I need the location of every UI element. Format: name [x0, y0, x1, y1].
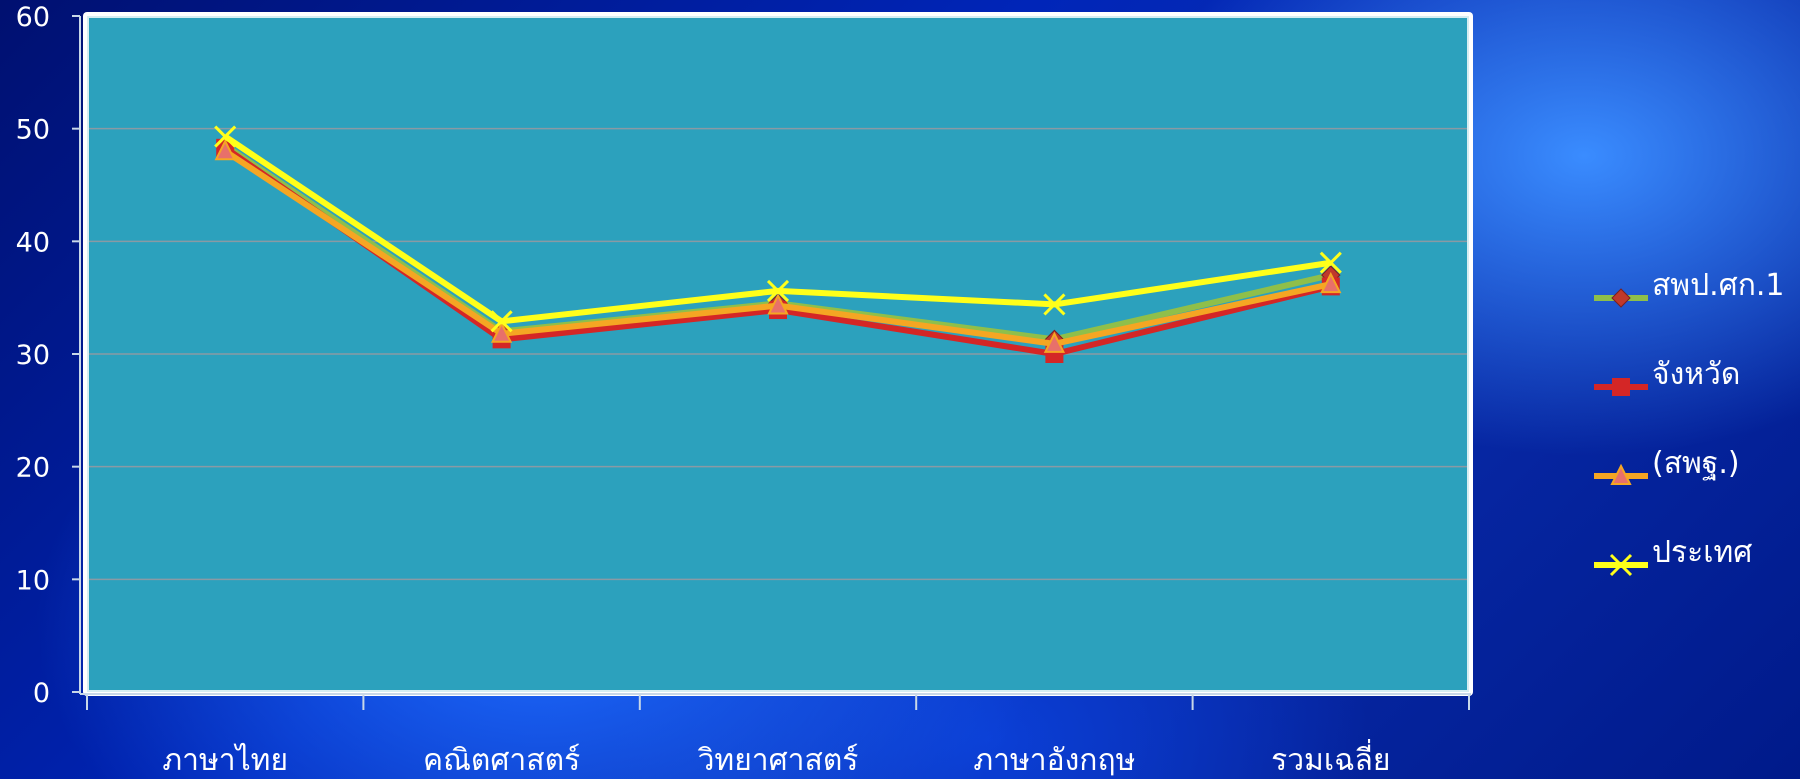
x-category-label: ภาษาไทย — [162, 742, 288, 778]
data-point-3-0-stroke-b — [214, 125, 237, 148]
data-point-2-0 — [214, 138, 236, 161]
data-point-2-1 — [490, 321, 513, 343]
legend-entry-1: จังหวัด — [1594, 357, 1740, 396]
data-point-3-4 — [1319, 251, 1342, 274]
y-tick-label-60: 60 — [16, 2, 50, 33]
x-category-label: คณิตศาสตร์ — [423, 743, 580, 778]
legend-label-0: สพป.ศก.1 — [1652, 268, 1785, 303]
x-category-label: ภาษาอังกฤษ — [973, 743, 1135, 778]
legend-label-3: ประเทศ — [1652, 535, 1752, 570]
legend-label-2: (สพฐ.) — [1652, 446, 1740, 481]
data-point-2-4 — [1320, 271, 1342, 294]
legend-label-1: จังหวัด — [1652, 357, 1740, 392]
x-category-label: วิทยาศาสตร์ — [697, 743, 858, 778]
data-point-3-2 — [766, 279, 790, 302]
legend-marker-2 — [1610, 463, 1632, 485]
y-tick-label-10: 10 — [16, 565, 50, 596]
legend-marker-3-stroke-b — [1609, 553, 1633, 577]
series-3 — [214, 125, 1342, 333]
y-tick-label-40: 40 — [16, 227, 50, 258]
y-tick-label-20: 20 — [16, 453, 50, 484]
y-tick-label-30: 30 — [16, 340, 50, 371]
legend-entry-3: ประเทศ — [1594, 535, 1752, 577]
data-point-3-2-stroke-b — [766, 279, 790, 302]
data-point-3-1 — [490, 310, 513, 333]
series-2 — [214, 138, 1342, 353]
data-point-3-3 — [1043, 293, 1066, 316]
legend-marker-3 — [1609, 553, 1633, 577]
legend-entry-2: (สพฐ.) — [1594, 446, 1740, 485]
y-tick-label-0: 0 — [33, 678, 50, 709]
data-point-2-3 — [1043, 331, 1066, 353]
legend-entry-0: สพป.ศก.1 — [1594, 268, 1785, 308]
data-point-3-1-stroke-b — [490, 310, 513, 333]
data-point-3-0 — [214, 125, 237, 148]
data-point-2-2 — [767, 293, 789, 315]
x-category-label: รวมเฉลี่ย — [1271, 739, 1390, 778]
legend-marker-0 — [1611, 288, 1631, 308]
y-tick-label-50: 50 — [16, 115, 50, 146]
data-point-3-4-stroke-b — [1319, 251, 1342, 274]
legend-marker-1 — [1612, 378, 1630, 396]
data-point-3-3-stroke-b — [1043, 293, 1066, 316]
